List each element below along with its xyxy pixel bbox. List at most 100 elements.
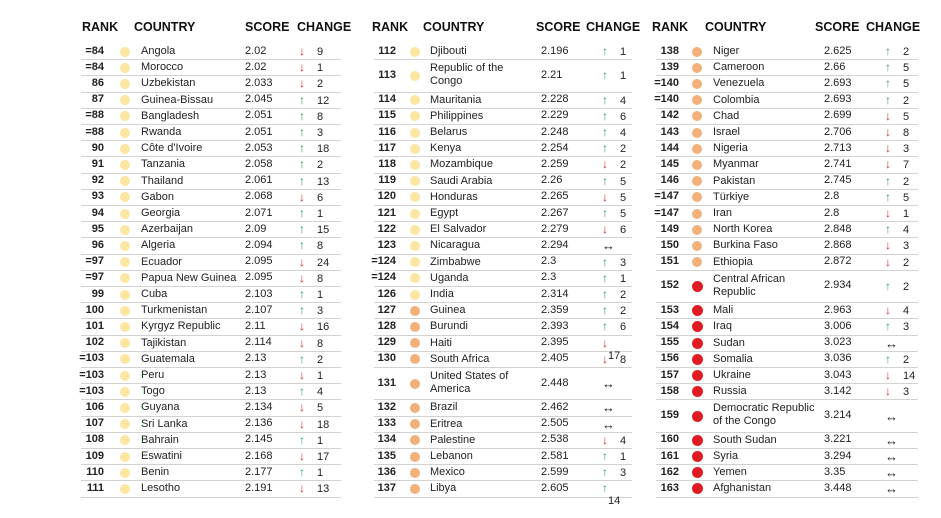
- arrow-up-icon: ↑: [602, 108, 608, 123]
- change-value: 1: [620, 70, 627, 83]
- change-value: 8: [317, 272, 324, 285]
- change-cell: ↑ 2: [885, 352, 909, 366]
- table-row: 107 Sri Lanka 2.136 ↓ 18: [81, 417, 341, 433]
- country-cell: Thailand: [141, 174, 184, 187]
- arrow-down-icon: ↓: [885, 141, 891, 156]
- rank-cell: 111: [86, 481, 104, 494]
- change-cell: ↓ 2: [299, 76, 323, 90]
- table-row: 101 Kyrgyz Republic 2.11 ↓ 16: [81, 319, 341, 336]
- change-value: 8: [317, 240, 324, 253]
- arrow-up-icon: ↑: [885, 222, 891, 237]
- risk-level-dot: [410, 467, 420, 478]
- arrow-up-icon: ↑: [602, 206, 608, 221]
- change-cell: ↔: [602, 376, 620, 391]
- arrow-up-icon: ↑: [602, 319, 608, 334]
- country-cell: Republic of the Congo: [430, 62, 504, 88]
- score-cell: 2.053: [245, 141, 273, 154]
- change-value: 17: [317, 451, 330, 464]
- change-value: 2: [317, 353, 324, 366]
- change-value: 3: [317, 305, 324, 318]
- change-value: 3: [903, 321, 910, 334]
- risk-level-dot: [410, 176, 420, 187]
- change-cell: ↓ 6: [602, 222, 626, 236]
- risk-level-dot: [120, 192, 130, 203]
- country-cell: Iraq: [713, 320, 732, 333]
- risk-level-dot: [120, 289, 130, 300]
- risk-level-dot: [410, 451, 420, 462]
- table-row: 128 Burundi 2.393 ↑ 6: [374, 319, 632, 336]
- rank-cell: 146: [660, 174, 679, 187]
- change-cell: ↓ 3: [885, 238, 909, 252]
- change-value: 13: [317, 175, 330, 188]
- table-row: 153 Mali 2.963 ↓ 4: [656, 303, 918, 320]
- table-row: 109 Eswatini 2.168 ↓ 17: [81, 449, 341, 466]
- country-cell: Eswatini: [141, 450, 182, 463]
- change-value: 18: [317, 418, 330, 431]
- country-cell: Zimbabwe: [430, 255, 481, 268]
- arrow-down-icon: ↓: [299, 60, 305, 75]
- country-cell: Burkina Faso: [713, 239, 778, 252]
- arrow-up-icon: ↑: [602, 481, 608, 496]
- score-cell: 2.21: [541, 68, 563, 81]
- score-cell: 2.26: [541, 174, 563, 187]
- arrow-up-icon: ↑: [602, 141, 608, 156]
- country-cell: Kyrgyz Republic: [141, 320, 221, 333]
- table-row: 112 Djibouti 2.196 ↑ 1: [374, 44, 632, 61]
- score-cell: 2.934: [824, 279, 852, 292]
- change-value: 2: [903, 175, 910, 188]
- rank-cell: =147: [654, 206, 679, 219]
- risk-level-dot: [410, 483, 420, 494]
- arrow-up-icon: ↑: [885, 351, 891, 366]
- rank-cell: 153: [660, 303, 679, 316]
- rank-cell: 108: [85, 433, 104, 446]
- risk-level-dot: [691, 280, 703, 292]
- risk-level-dot: [120, 419, 130, 430]
- score-cell: 2.145: [245, 433, 273, 446]
- rank-cell: 143: [660, 125, 679, 138]
- country-cell: Gabon: [141, 190, 175, 203]
- table-row: 154 Iraq 3.006 ↑ 3: [656, 319, 918, 336]
- header-rank: RANK: [82, 20, 119, 34]
- change-value: 3: [903, 143, 910, 156]
- rank-cell: 159: [660, 409, 679, 422]
- country-cell: Algeria: [141, 239, 176, 252]
- score-cell: 2.103: [245, 287, 273, 300]
- country-cell: South Africa: [430, 352, 490, 365]
- country-cell: Libya: [430, 482, 457, 495]
- header-score: SCORE: [536, 20, 581, 34]
- change-value: 4: [620, 127, 627, 140]
- table-row: 110 Benin 2.177 ↑ 1: [81, 465, 341, 482]
- change-cell: ↑ 1: [299, 287, 323, 301]
- score-cell: 2.229: [541, 109, 569, 122]
- score-cell: 2.051: [245, 109, 273, 122]
- change-value: 2: [620, 159, 627, 172]
- arrow-down-icon: ↓: [602, 335, 608, 350]
- country-cell: Benin: [141, 466, 170, 479]
- rank-cell: 132: [377, 400, 396, 413]
- arrow-up-icon: ↑: [602, 173, 608, 188]
- change-cell: ↓ 13: [299, 481, 329, 495]
- score-cell: 2.314: [541, 287, 569, 300]
- change-cell: ↑ 1: [299, 465, 323, 479]
- table-row: 118 Mozambique 2.259 ↓ 2: [374, 157, 632, 174]
- change-cell: ↑ 12: [299, 93, 329, 107]
- change-cell: ↓ 4: [885, 303, 909, 317]
- header-country: COUNTRY: [423, 20, 485, 34]
- change-cell: ↑ 3: [299, 125, 323, 139]
- score-cell: 2.095: [245, 255, 273, 268]
- rank-cell: 144: [660, 141, 679, 154]
- rank-cell: 100: [85, 303, 104, 316]
- risk-level-dot: [120, 386, 130, 397]
- arrow-left-right-icon: ↔: [602, 376, 615, 392]
- country-cell: India: [430, 288, 454, 301]
- change-value: 3: [903, 386, 910, 399]
- rank-cell: 86: [91, 76, 104, 89]
- risk-level-dot: [120, 435, 130, 446]
- rank-cell: 160: [660, 433, 679, 446]
- change-cell: ↓ 9: [299, 44, 323, 58]
- arrow-up-icon: ↑: [299, 465, 305, 480]
- change-cell: ↑ 2: [299, 352, 323, 366]
- arrow-up-icon: ↑: [885, 319, 891, 334]
- risk-level-dot: [410, 159, 420, 170]
- score-cell: 2.505: [541, 417, 569, 430]
